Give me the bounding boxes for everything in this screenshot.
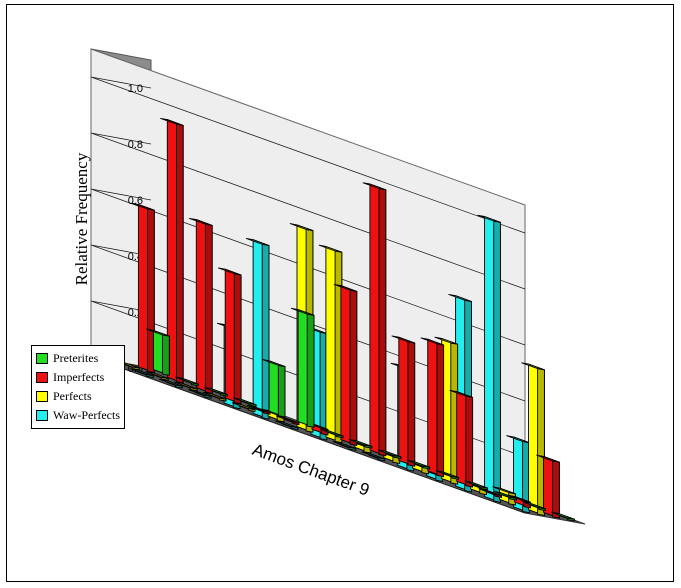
bar-imperfects-10	[391, 335, 416, 467]
bar-waw-perfects-8	[303, 326, 328, 441]
bar-preterites-7	[319, 428, 344, 439]
bar-perfects-12	[434, 336, 459, 485]
legend: Preterites Imperfects Perfects Waw-Perfects	[31, 345, 125, 429]
bar-waw-perfects-2	[130, 368, 154, 378]
bar-waw-perfects-6	[245, 238, 270, 420]
y-tick-label: 1.0	[128, 83, 143, 95]
bar-imperfects-4	[217, 267, 242, 405]
bar-waw-perfects-3	[159, 378, 183, 389]
y-tick-label: 0.8	[128, 139, 143, 151]
bar-imperfects-8	[333, 283, 358, 446]
bar-waw-perfects-4	[187, 389, 212, 399]
legend-swatch	[36, 410, 48, 421]
bar-preterites-5	[261, 359, 286, 418]
bar-waw-perfects-10	[361, 451, 386, 462]
bar-imperfects-9	[362, 182, 387, 457]
legend-label: Imperfects	[53, 370, 105, 384]
legend-swatch	[36, 353, 48, 364]
bar-imperfects-2	[160, 117, 184, 384]
legend-label: Waw-Perfects	[53, 408, 121, 422]
legend-entry: Preterites	[36, 349, 120, 368]
bar-preterites-14	[522, 501, 546, 511]
bar-waw-perfects-7	[274, 420, 299, 430]
bar-preterites-1	[146, 328, 170, 376]
bar-imperfects-6	[275, 415, 300, 426]
bar-imperfects-3	[189, 217, 213, 394]
bar-preterites-6	[290, 307, 315, 428]
bar-preterites-3	[204, 387, 228, 397]
chart-frame: 0.00.20.40.60.81.0 Relative Frequency Am…	[6, 4, 674, 582]
legend-swatch	[36, 391, 48, 402]
gridline	[90, 76, 526, 234]
legend-entry: Waw-Perfects	[36, 406, 120, 425]
bar-waw-perfects-15	[506, 435, 530, 514]
y-tick-label: 0.6	[128, 195, 143, 207]
bar-preterites-8	[348, 439, 373, 449]
bars-layer	[101, 117, 575, 522]
legend-swatch	[36, 372, 48, 383]
legend-label: Preterites	[53, 351, 99, 365]
bar-perfects-15	[521, 362, 545, 516]
bar-perfects-8	[318, 244, 343, 444]
bar-preterites-15	[551, 511, 575, 522]
bar-perfects-2	[145, 371, 169, 381]
bar-imperfects-13	[478, 488, 502, 498]
bar-imperfects-12	[449, 389, 474, 488]
chart-3d-bars: 0.00.20.40.60.81.0 Relative Frequency Am…	[72, 48, 586, 525]
bar-imperfects-11	[420, 337, 445, 478]
bar-imperfects-15	[536, 454, 560, 519]
bar-perfects-5	[231, 402, 256, 412]
bar-waw-perfects-14	[477, 214, 501, 503]
bar-imperfects-5	[246, 405, 271, 415]
legend-entry: Imperfects	[36, 368, 120, 387]
bar-preterites-13	[493, 491, 517, 501]
bar-preterites-10	[406, 459, 431, 470]
bar-preterites-9	[377, 449, 402, 459]
legend-label: Perfects	[53, 389, 92, 403]
bar-preterites-11	[435, 470, 460, 480]
bar-preterites-4	[232, 397, 257, 407]
bar-preterites-12	[464, 480, 489, 491]
legend-entry: Perfects	[36, 387, 120, 406]
bar-preterites-2	[175, 376, 199, 387]
bar-perfects-3	[174, 381, 198, 392]
y-axis-label: Relative Frequency	[72, 152, 91, 285]
bar-waw-perfects-9	[332, 441, 357, 451]
bar-perfects-4	[202, 391, 227, 402]
